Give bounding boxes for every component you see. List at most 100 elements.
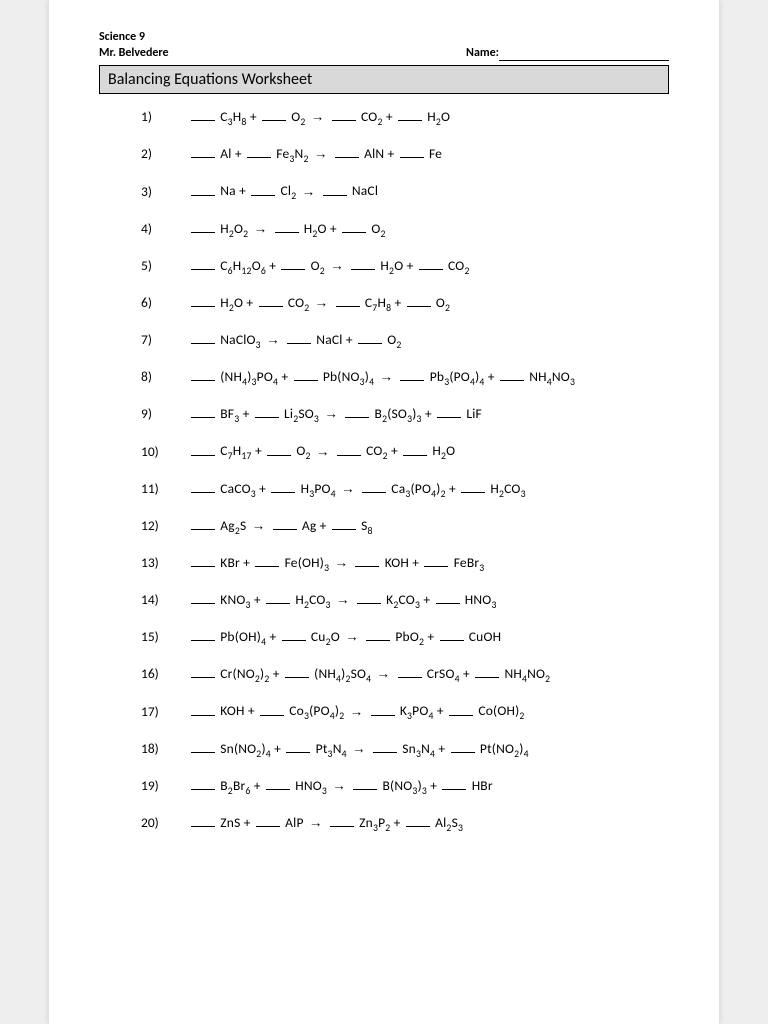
coefficient-blank[interactable] — [251, 182, 275, 195]
coefficient-blank[interactable] — [191, 331, 215, 344]
coefficient-blank[interactable] — [275, 220, 299, 233]
coefficient-blank[interactable] — [332, 108, 356, 121]
coefficient-blank[interactable] — [357, 591, 381, 604]
equation-number: 19) — [141, 779, 189, 793]
equation-number: 5) — [141, 259, 189, 273]
arrow-icon: → — [250, 518, 268, 533]
equation-row: 8) (NH4)3PO4 + Pb(NO3)4 → Pb3(PO4)4 + NH… — [99, 368, 669, 384]
coefficient-blank[interactable] — [256, 814, 280, 827]
coefficient-blank[interactable] — [191, 740, 215, 753]
coefficient-blank[interactable] — [451, 740, 475, 753]
arrow-icon: → — [328, 258, 346, 273]
coefficient-blank[interactable] — [449, 702, 473, 715]
coefficient-blank[interactable] — [191, 405, 215, 418]
coefficient-blank[interactable] — [191, 480, 215, 493]
coefficient-blank[interactable] — [267, 442, 291, 455]
coefficient-blank[interactable] — [281, 257, 305, 270]
coefficient-blank[interactable] — [191, 220, 215, 233]
coefficient-blank[interactable] — [437, 405, 461, 418]
name-blank-line[interactable] — [499, 60, 669, 61]
coefficient-blank[interactable] — [323, 182, 347, 195]
arrow-icon: → — [314, 444, 332, 459]
coefficient-blank[interactable] — [403, 442, 427, 455]
coefficient-blank[interactable] — [407, 294, 431, 307]
equations-list: 1) C3H8 + O2 → CO2 + H2O2) Al + Fe3N2 → … — [99, 108, 669, 829]
coefficient-blank[interactable] — [362, 480, 386, 493]
coefficient-blank[interactable] — [191, 814, 215, 827]
equation-row: 18) Sn(NO2)4 + Pt3N4 → Sn3N4 + Pt(NO2)4 — [99, 740, 669, 756]
coefficient-blank[interactable] — [419, 257, 443, 270]
coefficient-blank[interactable] — [500, 368, 524, 381]
coefficient-blank[interactable] — [436, 591, 460, 604]
coefficient-blank[interactable] — [286, 740, 310, 753]
coefficient-blank[interactable] — [273, 517, 297, 530]
equation-number: 4) — [141, 222, 189, 236]
coefficient-blank[interactable] — [371, 702, 395, 715]
coefficient-blank[interactable] — [255, 405, 279, 418]
coefficient-blank[interactable] — [247, 145, 271, 158]
coefficient-blank[interactable] — [373, 740, 397, 753]
equation-row: 1) C3H8 + O2 → CO2 + H2O — [99, 108, 669, 124]
arrow-icon: → — [343, 629, 361, 644]
coefficient-blank[interactable] — [351, 257, 375, 270]
coefficient-blank[interactable] — [358, 331, 382, 344]
coefficient-blank[interactable] — [398, 108, 422, 121]
coefficient-blank[interactable] — [266, 591, 290, 604]
coefficient-blank[interactable] — [191, 145, 215, 158]
coefficient-blank[interactable] — [259, 294, 283, 307]
coefficient-blank[interactable] — [442, 777, 466, 790]
equation-body: H2O2 → H2O + O2 — [189, 220, 386, 236]
coefficient-blank[interactable] — [330, 814, 354, 827]
coefficient-blank[interactable] — [337, 442, 361, 455]
equation-number: 17) — [141, 705, 189, 719]
coefficient-blank[interactable] — [282, 628, 306, 641]
coefficient-blank[interactable] — [191, 257, 215, 270]
coefficient-blank[interactable] — [424, 554, 448, 567]
coefficient-blank[interactable] — [440, 628, 464, 641]
coefficient-blank[interactable] — [191, 628, 215, 641]
equation-row: 6) H2O + CO2 → C7H8 + O2 — [99, 294, 669, 310]
coefficient-blank[interactable] — [191, 294, 215, 307]
coefficient-blank[interactable] — [191, 368, 215, 381]
coefficient-blank[interactable] — [191, 554, 215, 567]
coefficient-blank[interactable] — [294, 368, 318, 381]
equation-body: BF3 + Li2SO3 → B2(SO3)3 + LiF — [189, 405, 482, 421]
coefficient-blank[interactable] — [266, 777, 290, 790]
coefficient-blank[interactable] — [191, 108, 215, 121]
coefficient-blank[interactable] — [342, 220, 366, 233]
coefficient-blank[interactable] — [271, 480, 295, 493]
coefficient-blank[interactable] — [353, 777, 377, 790]
coefficient-blank[interactable] — [191, 665, 215, 678]
coefficient-blank[interactable] — [366, 628, 390, 641]
coefficient-blank[interactable] — [260, 702, 284, 715]
coefficient-blank[interactable] — [191, 777, 215, 790]
coefficient-blank[interactable] — [406, 814, 430, 827]
coefficient-blank[interactable] — [400, 368, 424, 381]
coefficient-blank[interactable] — [285, 665, 309, 678]
coefficient-blank[interactable] — [400, 145, 424, 158]
coefficient-blank[interactable] — [191, 182, 215, 195]
coefficient-blank[interactable] — [191, 591, 215, 604]
coefficient-blank[interactable] — [332, 517, 356, 530]
coefficient-blank[interactable] — [461, 480, 485, 493]
coefficient-blank[interactable] — [191, 702, 215, 715]
coefficient-blank[interactable] — [475, 665, 499, 678]
arrow-icon: → — [300, 184, 318, 199]
arrow-icon: → — [309, 109, 327, 124]
equation-body: NaClO3 → NaCl + O2 — [189, 331, 402, 347]
coefficient-blank[interactable] — [345, 405, 369, 418]
coefficient-blank[interactable] — [287, 331, 311, 344]
coefficient-blank[interactable] — [262, 108, 286, 121]
course-label: Science 9 — [99, 30, 169, 46]
equation-body: Sn(NO2)4 + Pt3N4 → Sn3N4 + Pt(NO2)4 — [189, 740, 529, 756]
coefficient-blank[interactable] — [255, 554, 279, 567]
coefficient-blank[interactable] — [398, 665, 422, 678]
arrow-icon: → — [322, 406, 340, 421]
coefficient-blank[interactable] — [335, 145, 359, 158]
coefficient-blank[interactable] — [191, 442, 215, 455]
equation-row: 4) H2O2 → H2O + O2 — [99, 220, 669, 236]
coefficient-blank[interactable] — [355, 554, 379, 567]
coefficient-blank[interactable] — [191, 517, 215, 530]
equation-body: Al + Fe3N2 → AlN + Fe — [189, 145, 442, 161]
coefficient-blank[interactable] — [336, 294, 360, 307]
